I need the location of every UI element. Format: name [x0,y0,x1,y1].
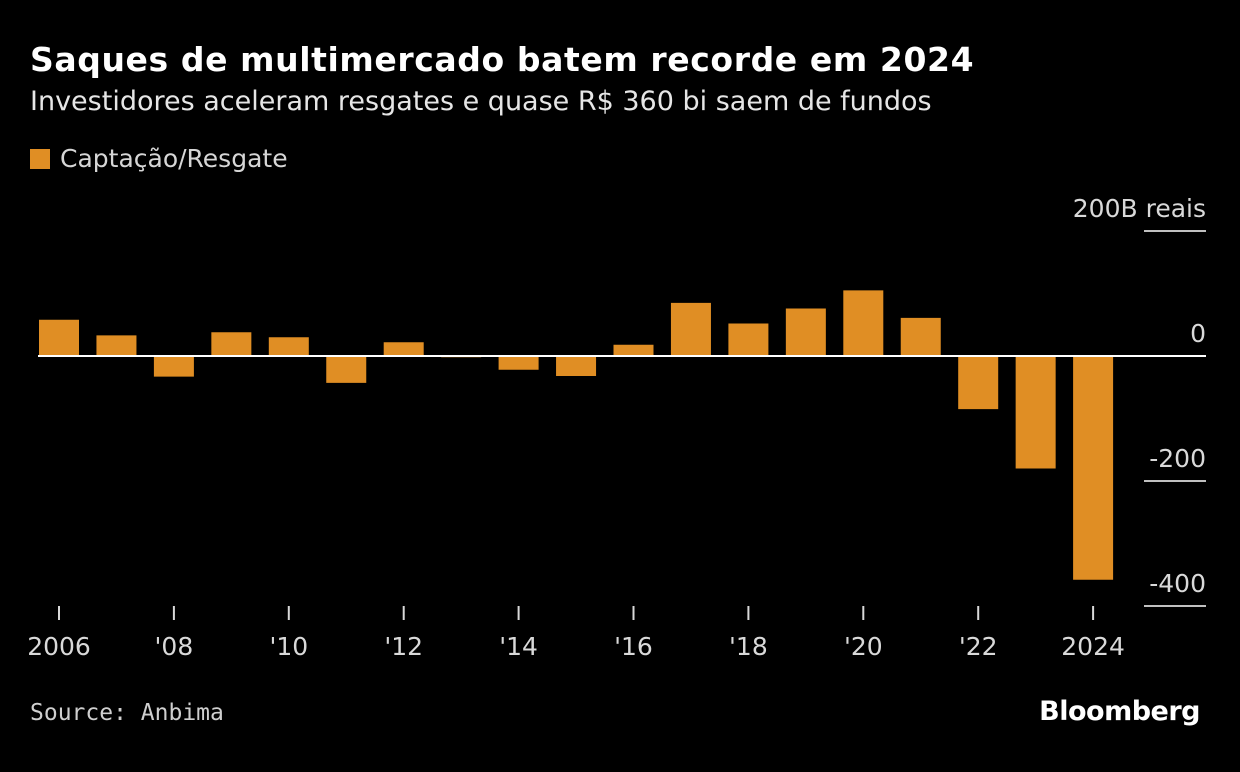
bar-2018 [728,323,769,356]
x-tick-label-2018: '18 [729,632,768,661]
y-axis: 200B reais 0 -200 -400 [1073,194,1206,607]
bar-2017 [670,302,711,356]
chart-subtitle: Investidores aceleram resgates e quase R… [30,86,932,117]
chart-title: Saques de multimercado batem recorde em … [30,40,975,79]
bar-2011 [326,356,367,383]
x-tick-label-2012: '12 [384,632,423,661]
bar-2022 [958,356,999,410]
legend: Captação/Resgate [30,144,288,173]
bar-2008 [153,356,194,377]
x-tick-label-2022: '22 [959,632,998,661]
bar-2016 [613,344,654,356]
source-note: Source: Anbima [30,700,224,726]
y-tick-label-200: 200B reais [1073,194,1206,223]
bar-2023 [1015,356,1056,469]
x-tick-label-2010: '10 [269,632,308,661]
bar-2010 [268,337,309,356]
x-tick-label-2016: '16 [614,632,653,661]
x-axis: 2006 '08 '10 '12 '14 '16 '18 '20 '22 2024 [27,606,1125,661]
bar-2006 [39,319,79,356]
x-tick-label-2014: '14 [499,632,538,661]
bloomberg-logo: Bloomberg [1039,696,1200,727]
x-tick-label-2008: '08 [155,632,194,661]
bar-2019 [785,308,826,356]
bar-2014 [498,356,539,370]
x-tick-label-2024: 2024 [1061,632,1125,661]
bar-2009 [211,332,252,356]
bar-2015 [556,356,597,376]
legend-swatch [30,148,50,169]
bars-group [39,290,1114,580]
y-tick-label--400: -400 [1149,569,1206,598]
bar-2012 [383,342,424,356]
y-tick-label-0: 0 [1190,319,1206,348]
x-tick-label-2006: 2006 [27,632,91,661]
bar-chart: 200B reais 0 -200 -400 2006 '08 '10 '12 '14 '16 '… [27,194,1206,661]
y-tick-label--200: -200 [1149,444,1206,473]
bar-2020 [843,290,884,356]
bar-2024 [1073,356,1114,580]
bar-2007 [96,335,137,356]
legend-label: Captação/Resgate [60,144,288,173]
x-tick-label-2020: '20 [844,632,883,661]
bar-2021 [900,317,941,356]
